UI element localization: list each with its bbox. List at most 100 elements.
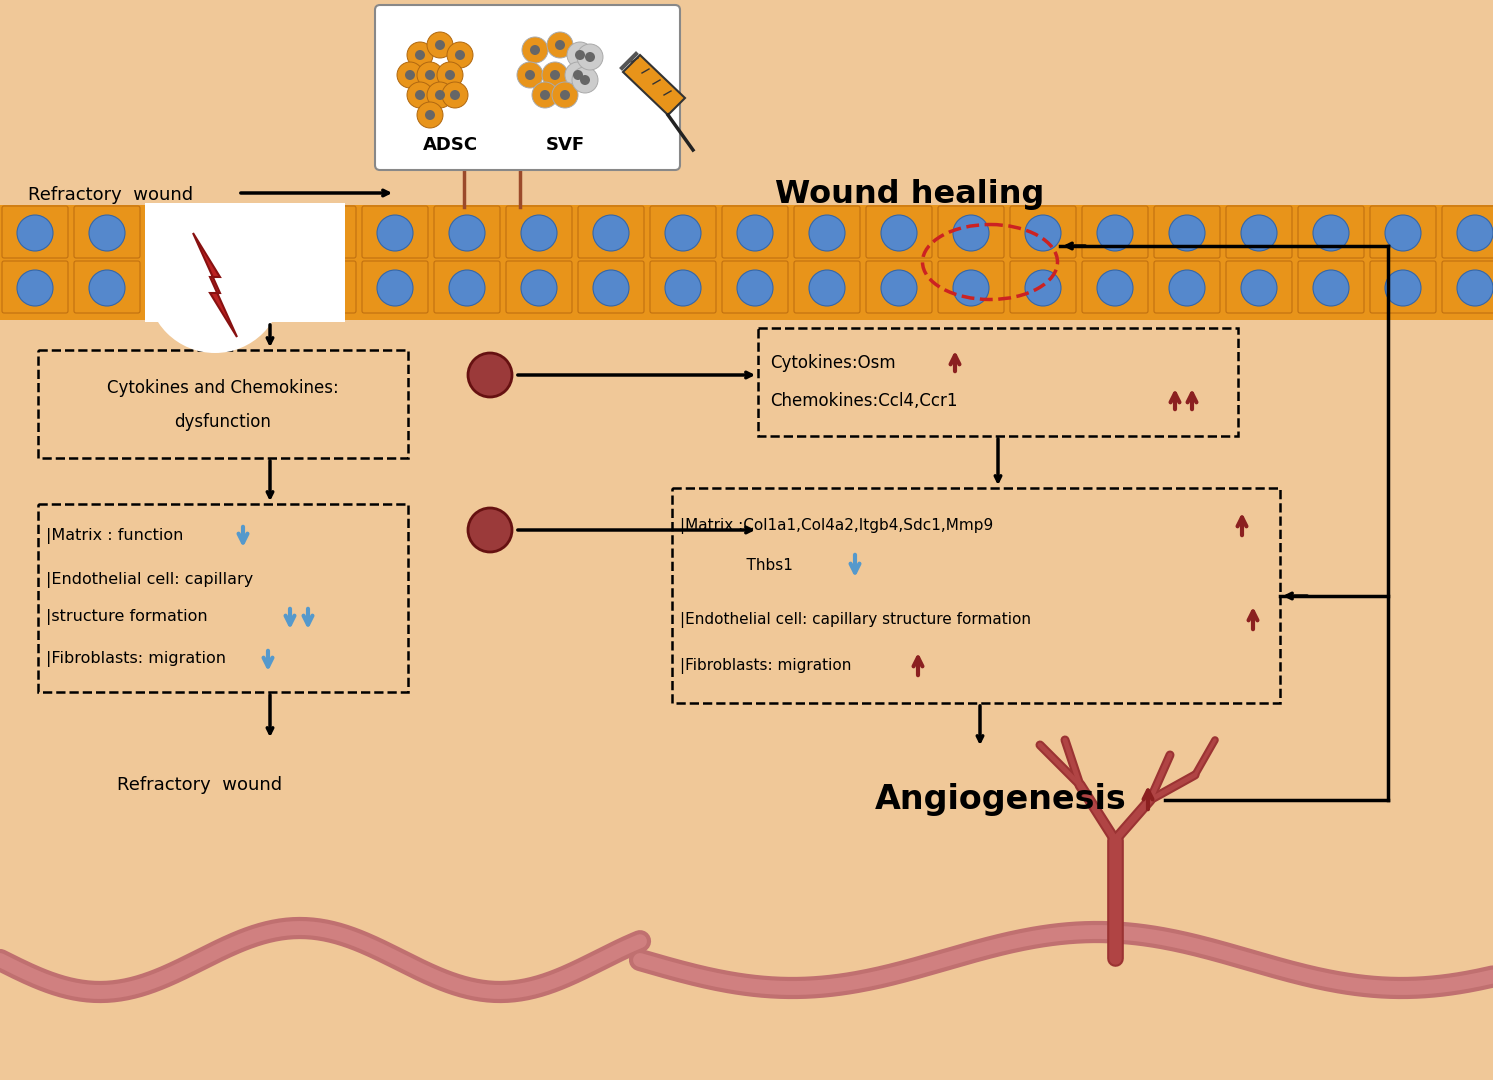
FancyBboxPatch shape <box>506 206 572 258</box>
FancyBboxPatch shape <box>1009 261 1076 313</box>
Circle shape <box>585 52 596 62</box>
Circle shape <box>397 62 423 87</box>
Circle shape <box>467 508 512 552</box>
Circle shape <box>738 215 773 251</box>
Text: |Fibroblasts: migration: |Fibroblasts: migration <box>46 651 225 667</box>
Circle shape <box>146 217 284 353</box>
Circle shape <box>1457 270 1493 306</box>
Circle shape <box>415 90 426 100</box>
FancyBboxPatch shape <box>290 206 355 258</box>
Bar <box>0 205 1493 320</box>
Circle shape <box>90 270 125 306</box>
Text: Cytokines and Chemokines:: Cytokines and Chemokines: <box>107 379 339 397</box>
Circle shape <box>809 215 845 251</box>
Circle shape <box>530 45 540 55</box>
FancyBboxPatch shape <box>723 261 788 313</box>
Text: |Matrix :Col1a1,Col4a2,Itgb4,Sdc1,Mmp9: |Matrix :Col1a1,Col4a2,Itgb4,Sdc1,Mmp9 <box>679 518 993 534</box>
Circle shape <box>426 110 434 120</box>
Text: SVF: SVF <box>545 136 585 154</box>
Circle shape <box>434 90 445 100</box>
Bar <box>145 203 345 322</box>
Text: |Matrix : function: |Matrix : function <box>46 528 184 544</box>
Text: dysfunction: dysfunction <box>175 413 272 431</box>
Circle shape <box>593 270 629 306</box>
FancyBboxPatch shape <box>1371 261 1436 313</box>
FancyBboxPatch shape <box>1442 261 1493 313</box>
Polygon shape <box>193 233 237 337</box>
Circle shape <box>446 42 473 68</box>
Circle shape <box>576 44 603 70</box>
Circle shape <box>521 270 557 306</box>
Circle shape <box>426 70 434 80</box>
Circle shape <box>90 215 125 251</box>
FancyBboxPatch shape <box>361 206 428 258</box>
Circle shape <box>415 50 426 60</box>
FancyBboxPatch shape <box>146 261 212 313</box>
Circle shape <box>1386 270 1421 306</box>
Polygon shape <box>623 55 685 114</box>
Circle shape <box>378 215 414 251</box>
Circle shape <box>953 215 988 251</box>
Circle shape <box>555 40 564 50</box>
FancyBboxPatch shape <box>866 206 932 258</box>
Circle shape <box>1169 215 1205 251</box>
Circle shape <box>233 215 269 251</box>
Circle shape <box>552 82 578 108</box>
Circle shape <box>523 37 548 63</box>
FancyBboxPatch shape <box>1009 206 1076 258</box>
Circle shape <box>567 42 593 68</box>
Text: |structure formation: |structure formation <box>46 609 208 625</box>
Circle shape <box>549 70 560 80</box>
Circle shape <box>1097 270 1133 306</box>
Circle shape <box>233 270 269 306</box>
Circle shape <box>593 215 629 251</box>
FancyBboxPatch shape <box>794 261 860 313</box>
FancyBboxPatch shape <box>75 206 140 258</box>
FancyBboxPatch shape <box>1 206 69 258</box>
Circle shape <box>572 67 599 93</box>
FancyBboxPatch shape <box>361 261 428 313</box>
Circle shape <box>1169 270 1205 306</box>
FancyBboxPatch shape <box>1442 206 1493 258</box>
FancyBboxPatch shape <box>794 206 860 258</box>
Circle shape <box>1241 270 1277 306</box>
FancyBboxPatch shape <box>506 261 572 313</box>
FancyBboxPatch shape <box>1 261 69 313</box>
Text: Angiogenesis: Angiogenesis <box>875 783 1127 816</box>
Circle shape <box>1312 270 1350 306</box>
Circle shape <box>16 270 52 306</box>
Circle shape <box>575 50 585 60</box>
FancyBboxPatch shape <box>1297 261 1365 313</box>
Circle shape <box>455 50 464 60</box>
Circle shape <box>161 215 197 251</box>
Circle shape <box>408 82 433 108</box>
Circle shape <box>378 270 414 306</box>
Circle shape <box>467 353 512 397</box>
Circle shape <box>1457 215 1493 251</box>
FancyBboxPatch shape <box>434 206 500 258</box>
Circle shape <box>1241 215 1277 251</box>
FancyBboxPatch shape <box>938 261 1003 313</box>
Circle shape <box>305 215 340 251</box>
Circle shape <box>417 102 443 129</box>
Circle shape <box>449 90 460 100</box>
Circle shape <box>521 215 557 251</box>
FancyBboxPatch shape <box>375 5 679 170</box>
FancyBboxPatch shape <box>1297 206 1365 258</box>
FancyBboxPatch shape <box>723 206 788 258</box>
Circle shape <box>664 215 702 251</box>
FancyBboxPatch shape <box>649 261 717 313</box>
FancyBboxPatch shape <box>1082 206 1148 258</box>
Text: |Fibroblasts: migration: |Fibroblasts: migration <box>679 658 851 674</box>
Text: |Endothelial cell: capillary: |Endothelial cell: capillary <box>46 572 254 588</box>
FancyBboxPatch shape <box>1226 206 1291 258</box>
Circle shape <box>540 90 549 100</box>
Circle shape <box>953 270 988 306</box>
Circle shape <box>427 32 452 58</box>
Circle shape <box>434 40 445 50</box>
Circle shape <box>449 270 485 306</box>
Circle shape <box>738 270 773 306</box>
Circle shape <box>579 75 590 85</box>
Circle shape <box>573 70 582 80</box>
Circle shape <box>405 70 415 80</box>
